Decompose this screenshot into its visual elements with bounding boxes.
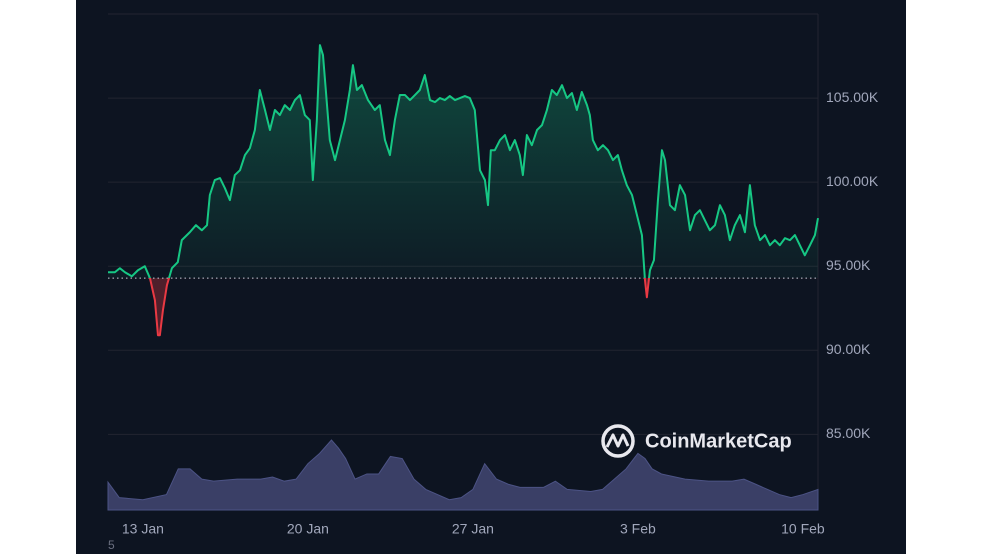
- y-tick-label: 90.00K: [826, 341, 871, 357]
- x-tick-label: 10 Feb: [781, 521, 825, 537]
- price-line: [108, 44, 819, 337]
- watermark: CoinMarketCap: [645, 430, 792, 452]
- y-tick-label: 85.00K: [826, 425, 871, 441]
- volume-area: [107, 439, 819, 511]
- y-tick-label: 105.00K: [826, 89, 879, 105]
- x-tick-label: 20 Jan: [287, 521, 329, 537]
- x-tick-label: 3 Feb: [620, 521, 656, 537]
- x-tick-label: 27 Jan: [452, 521, 494, 537]
- footnote: 5: [108, 538, 115, 552]
- x-tick-label: 13 Jan: [122, 521, 164, 537]
- plot: 85.00K 90.00K 95.00K 100.00K 105.00K 13 Jan 20…: [107, 44, 879, 537]
- y-tick-label: 100.00K: [826, 173, 879, 189]
- price-area: [108, 45, 818, 336]
- watermark-logo: [601, 424, 635, 458]
- y-tick-label: 95.00K: [826, 257, 871, 273]
